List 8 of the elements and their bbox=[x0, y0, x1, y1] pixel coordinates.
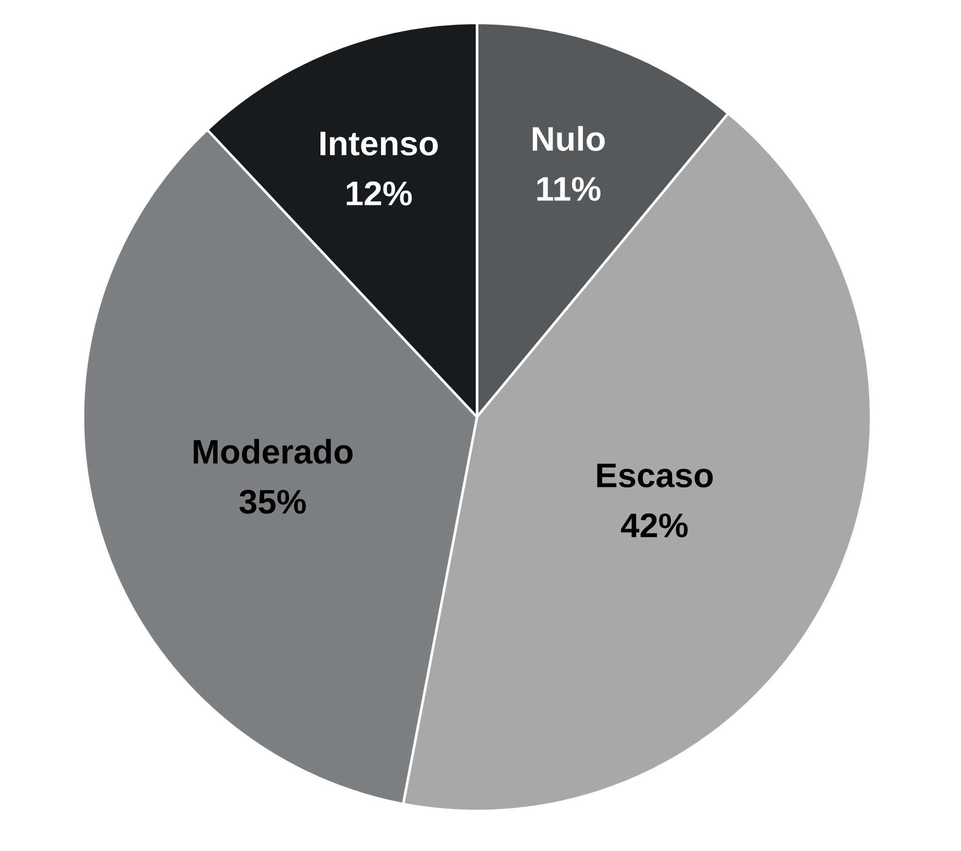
data-label: 11% bbox=[537, 176, 600, 201]
slice-label: Intenso bbox=[320, 132, 438, 156]
slice-label: Moderado bbox=[194, 438, 353, 464]
data-label: 35% bbox=[239, 490, 306, 514]
data-label: 42% bbox=[621, 513, 688, 538]
data-label: 12% bbox=[346, 181, 412, 206]
slice-label: Nulo bbox=[532, 126, 605, 151]
slice-label: Escaso bbox=[597, 464, 713, 488]
